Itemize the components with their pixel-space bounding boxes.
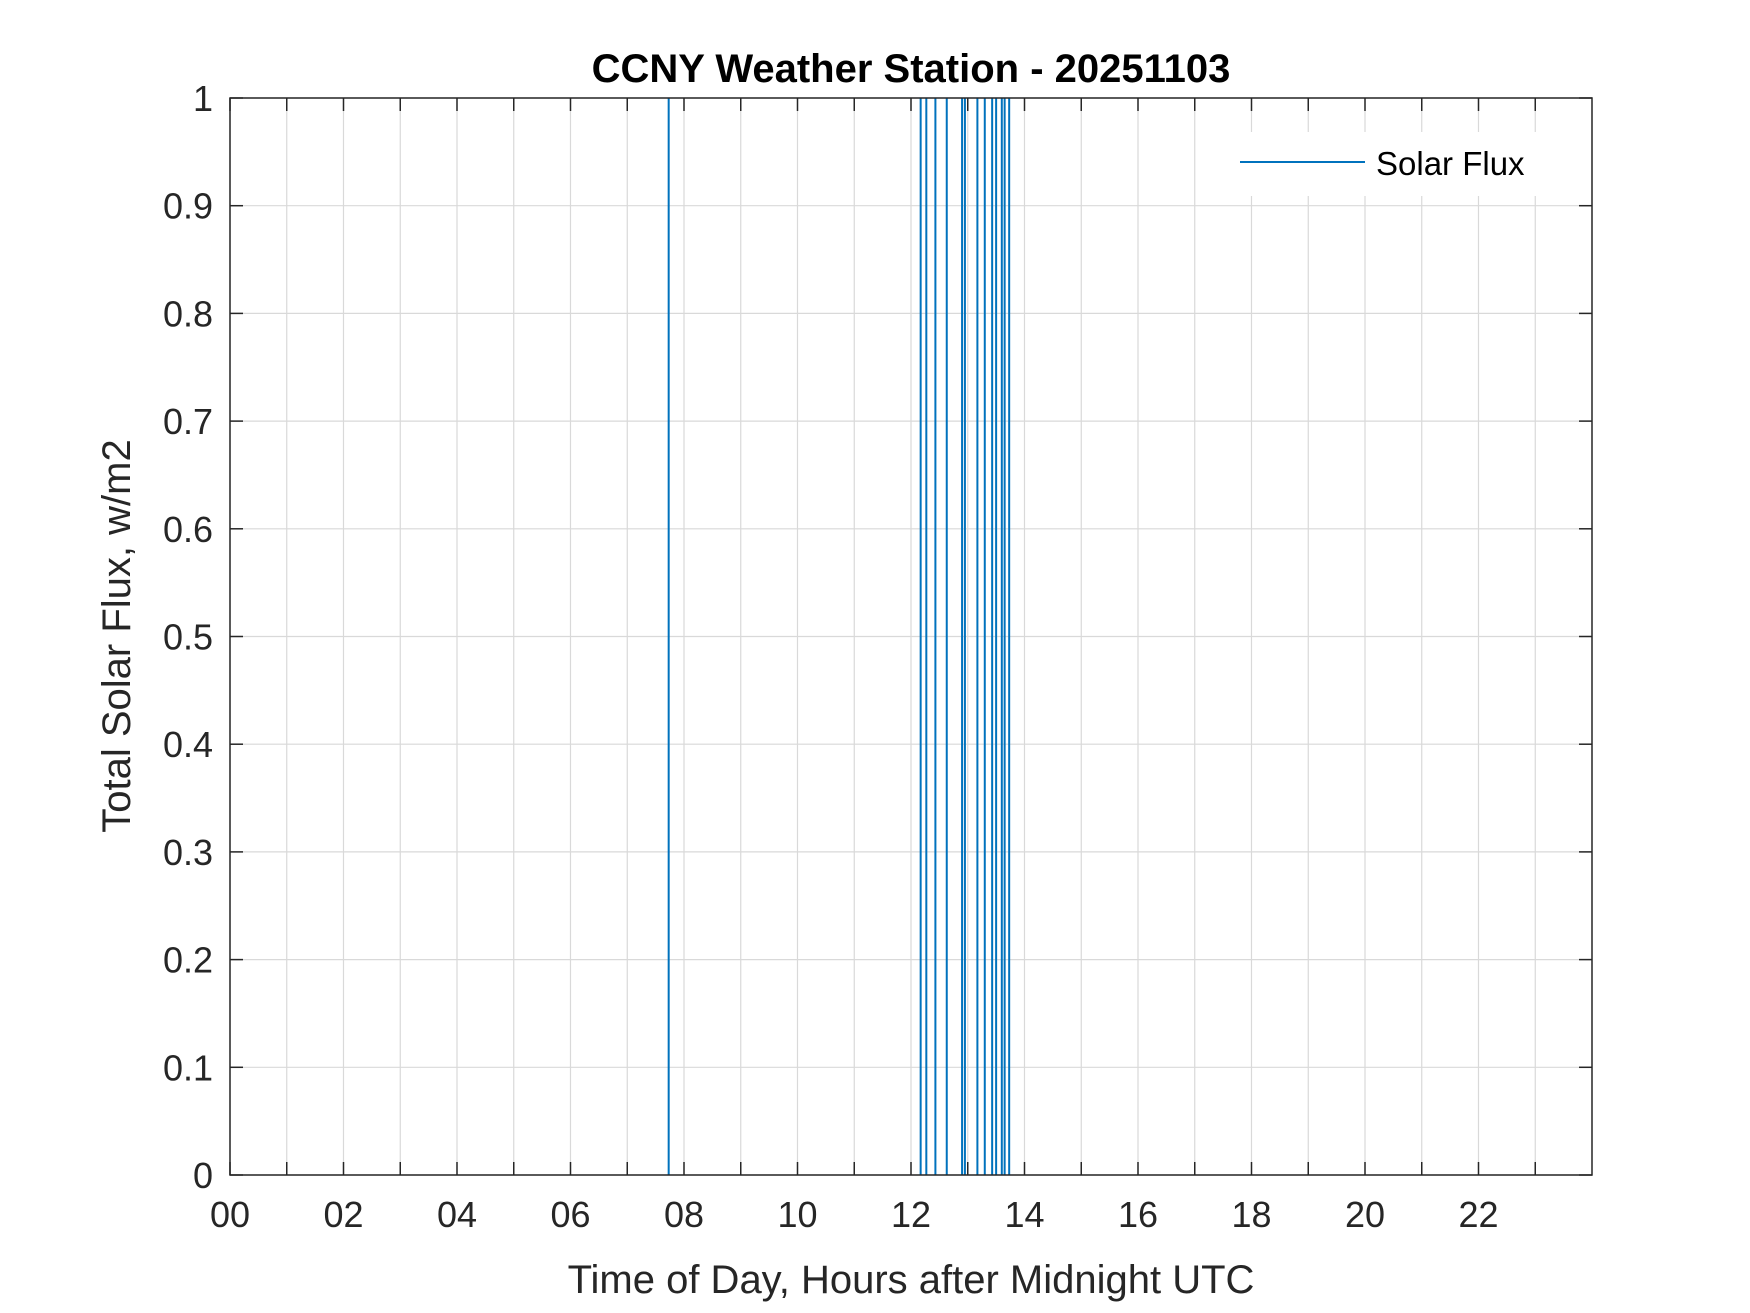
axes-box: [229, 97, 1593, 1176]
y-tick-label: 0.5: [163, 617, 213, 658]
y-tick-label: 0.3: [163, 832, 213, 873]
x-tick-label: 00: [210, 1194, 250, 1235]
y-tick-label: 0.9: [163, 186, 213, 227]
x-tick-label: 08: [664, 1194, 704, 1235]
y-tick-label: 1: [193, 78, 213, 119]
x-tick-label: 22: [1458, 1194, 1498, 1235]
x-tick-label: 16: [1118, 1194, 1158, 1235]
y-tick-label: 0.4: [163, 724, 213, 765]
y-tick-label: 0: [193, 1155, 213, 1196]
x-tick-label: 12: [891, 1194, 931, 1235]
x-tick-label: 02: [323, 1194, 363, 1235]
x-tick-label: 10: [777, 1194, 817, 1235]
x-tick-label: 18: [1231, 1194, 1271, 1235]
y-tick-label: 0.1: [163, 1047, 213, 1088]
y-tick-label: 0.8: [163, 293, 213, 334]
y-tick-label: 0.6: [163, 509, 213, 550]
series-lines: [667, 98, 1011, 1175]
legend-box: [1225, 132, 1563, 196]
y-tick-label: 0.2: [163, 940, 213, 981]
x-tick-label: 04: [437, 1194, 477, 1235]
legend-label: Solar Flux: [1376, 145, 1525, 182]
x-tick-label: 06: [550, 1194, 590, 1235]
tick-labels: 00 02 04 06 08 10 12 14 16 18 20 22 0 0.1 0.2 0.3 0.4 0.5…: [163, 78, 1499, 1235]
legend: Solar Flux: [1225, 132, 1563, 196]
y-axis-label: Total Solar Flux, w/m2: [95, 439, 139, 832]
x-tick-label: 14: [1004, 1194, 1044, 1235]
x-tick-label: 20: [1345, 1194, 1385, 1235]
y-tick-label: 0.7: [163, 401, 213, 442]
x-axis-label: Time of Day, Hours after Midnight UTC: [568, 1258, 1255, 1302]
chart-title: CCNY Weather Station - 20251103: [592, 47, 1231, 91]
